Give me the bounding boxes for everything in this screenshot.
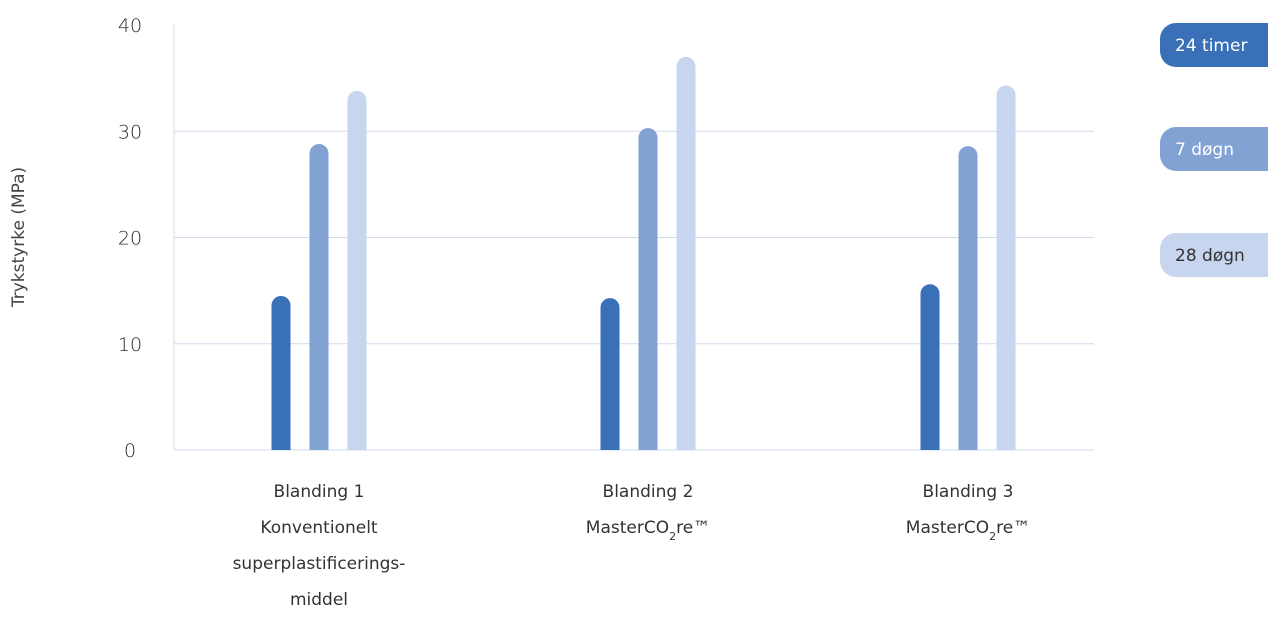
y-tick-label: 30 — [118, 121, 142, 143]
legend-label: 7 døgn — [1175, 140, 1234, 160]
legend-label: 24 timer — [1175, 36, 1247, 56]
y-axis-label: Trykstyrke (MPa) — [9, 167, 29, 308]
bar — [920, 284, 940, 450]
x-category-label: Konventionelt — [260, 518, 378, 538]
legend-label: 28 døgn — [1175, 246, 1245, 266]
legend: 24 timer 7 døgn 28 døgn — [1160, 23, 1268, 277]
bar — [676, 56, 696, 450]
y-tick-label: 40 — [118, 15, 142, 37]
y-tick-label: 0 — [124, 440, 136, 462]
bar — [638, 128, 658, 450]
bar — [958, 146, 978, 450]
bar — [309, 144, 329, 450]
legend-swatch — [1160, 233, 1268, 277]
bar — [271, 295, 291, 450]
legend-swatch — [1160, 127, 1268, 171]
x-category-label: Blanding 2 — [603, 482, 694, 502]
legend-swatch — [1160, 23, 1268, 67]
category-labels: Blanding 1 Konventionelt superplastificeri… — [233, 482, 1031, 610]
y-tick-label: 20 — [118, 228, 142, 250]
x-category-label: MasterCO2re™ — [586, 518, 710, 543]
x-category-label: superplastificerings- — [233, 554, 406, 574]
y-tick-label: 10 — [118, 334, 142, 356]
x-category-label: Blanding 3 — [923, 482, 1014, 502]
bar — [347, 90, 367, 450]
bar — [600, 298, 620, 450]
x-category-label: middel — [290, 590, 348, 610]
bars — [271, 56, 1016, 451]
x-category-label: Blanding 1 — [274, 482, 365, 502]
x-category-label: MasterCO2re™ — [906, 518, 1030, 543]
bar — [996, 85, 1016, 451]
